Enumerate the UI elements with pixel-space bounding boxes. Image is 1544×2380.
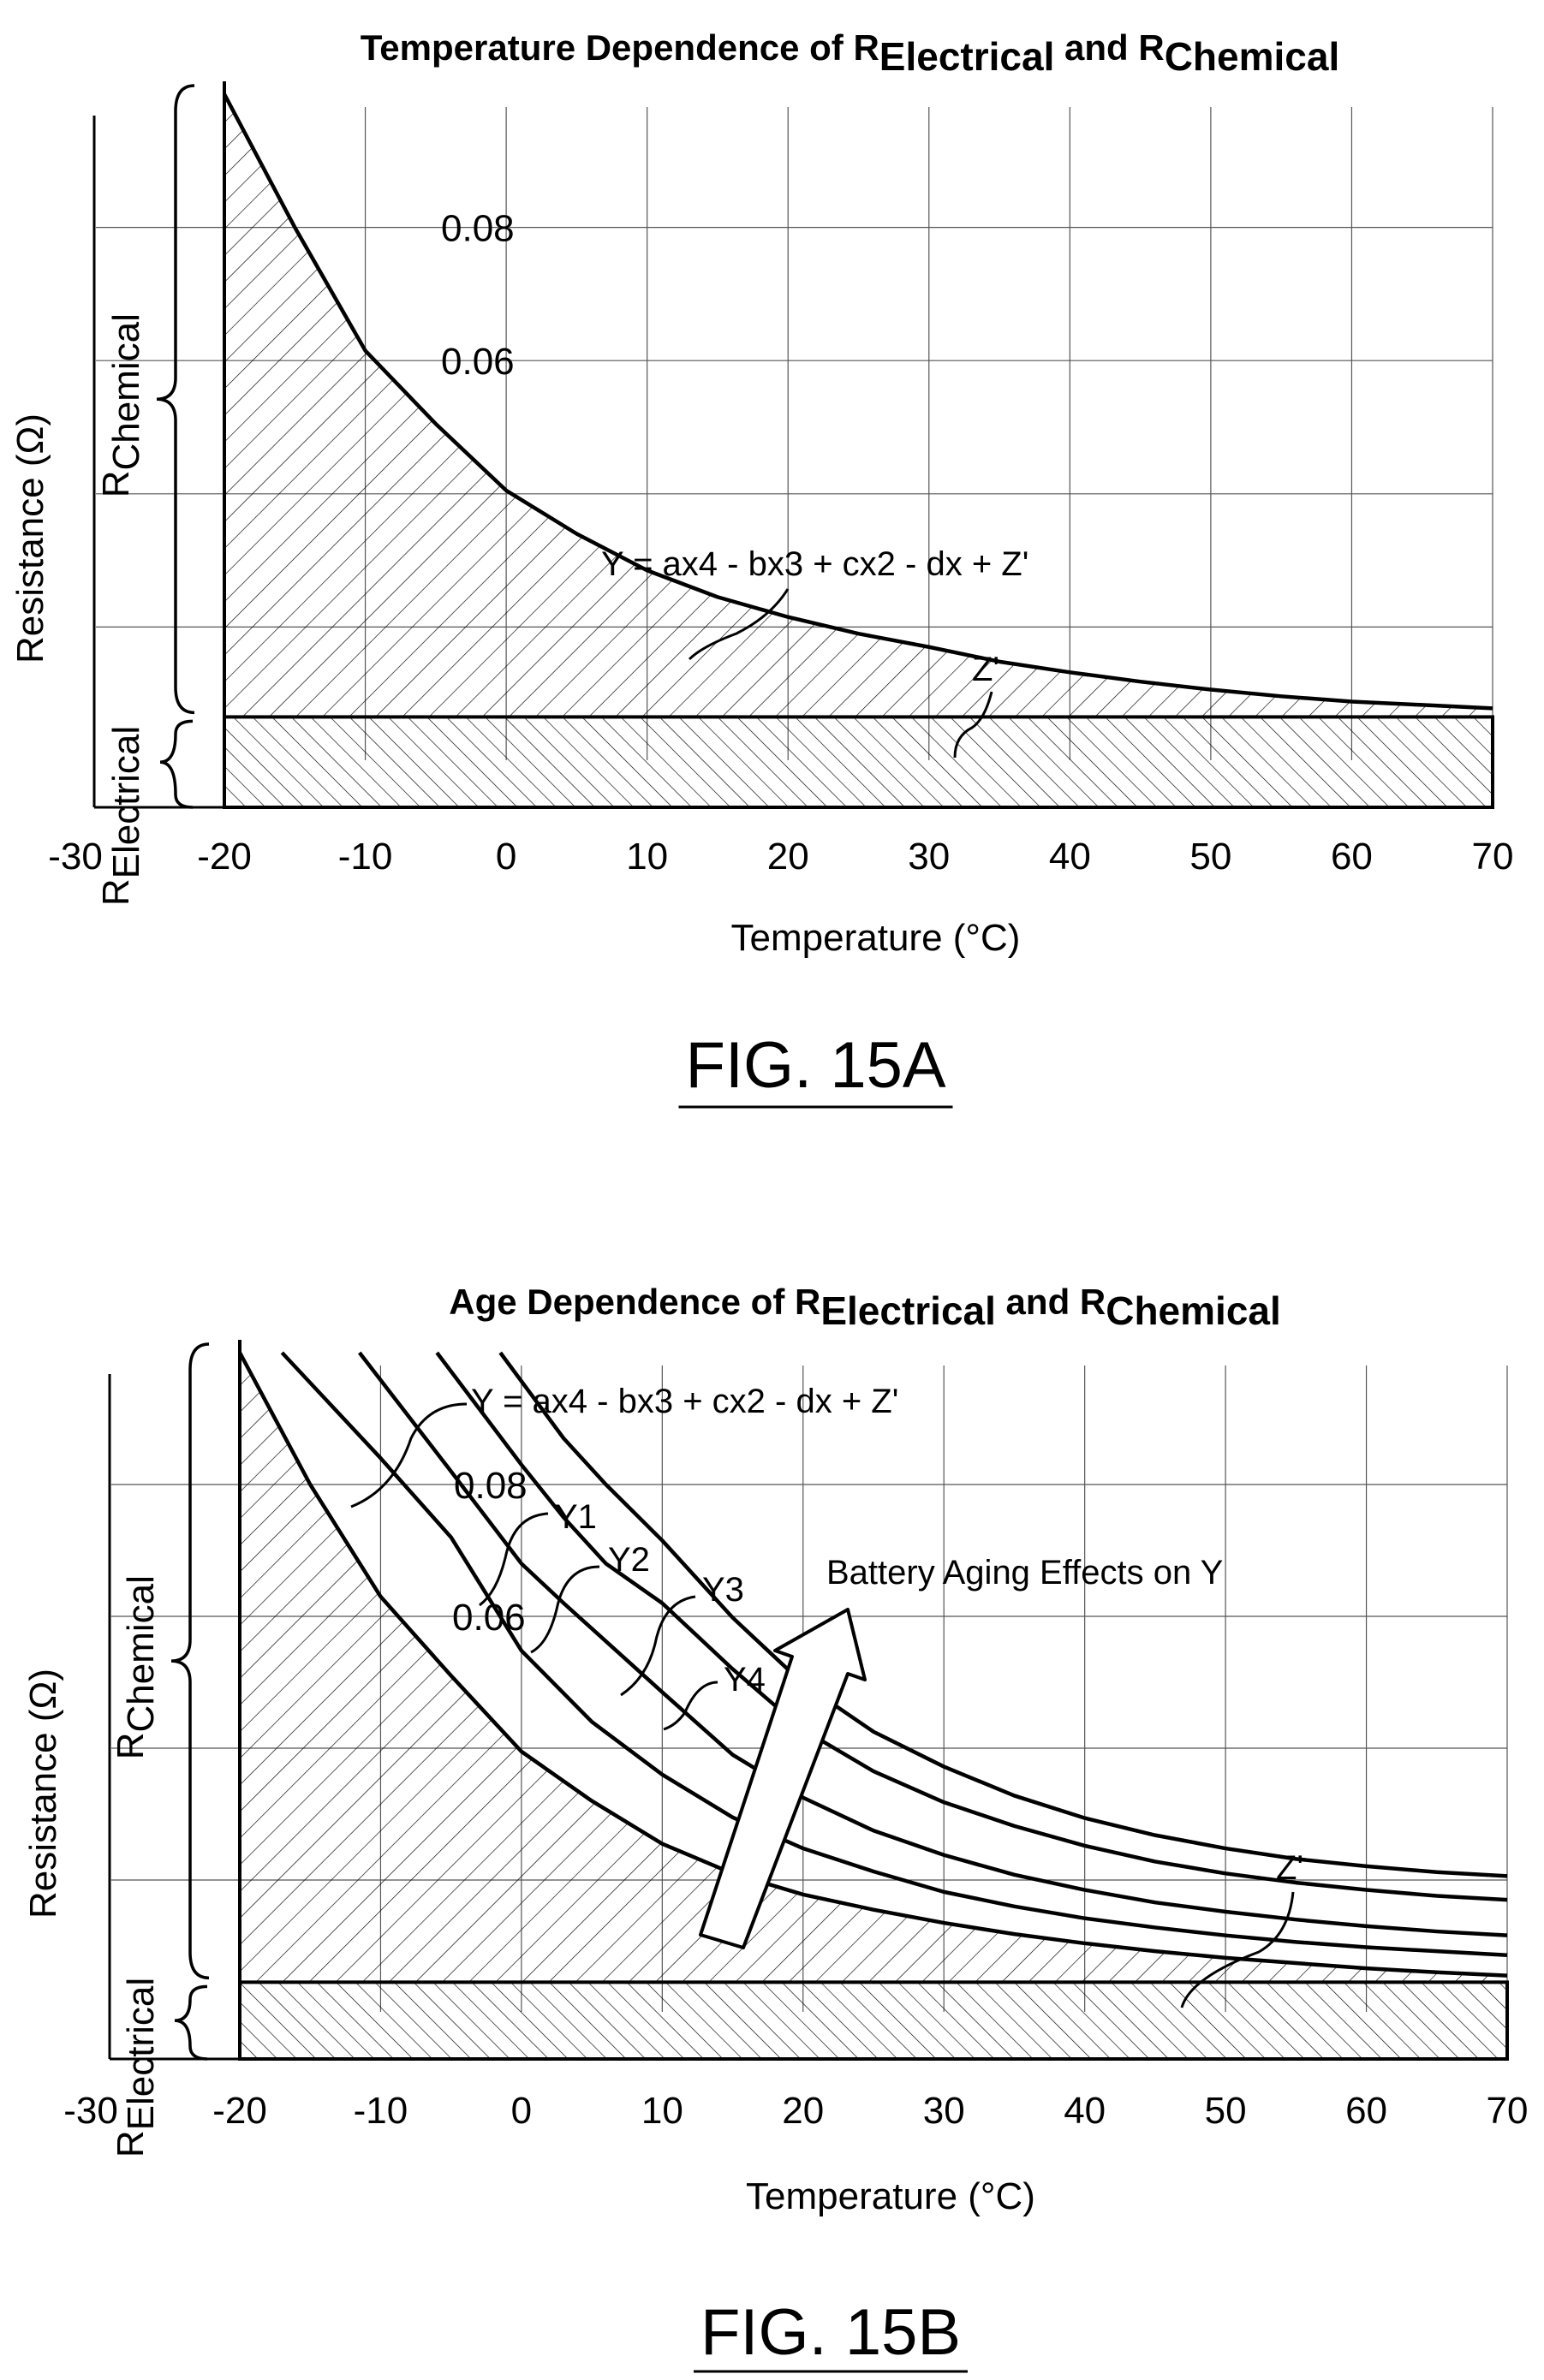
chart-title-part: Electrical — [879, 34, 1055, 79]
x-tick-label: -30 — [48, 836, 103, 878]
chart-panel-a: Temperature Dependence of RElectrical an… — [9, 27, 1514, 1109]
x-tick-label: 50 — [1189, 836, 1231, 878]
region-label-part: Electrical — [105, 726, 147, 879]
x-tick-label: 70 — [1472, 836, 1514, 878]
chemical-resistance-area — [240, 1353, 1507, 1983]
y4-leader-line — [663, 1681, 718, 1731]
y-axis-label: Resistance (Ω) — [9, 414, 51, 663]
x-tick-label: -10 — [338, 836, 393, 878]
x-tick-label: 40 — [1064, 2090, 1106, 2132]
chart-title-part: Chemical — [1165, 34, 1340, 79]
figure-label: FIG. 15B — [700, 2296, 961, 2369]
electrical-resistance-band — [238, 1980, 1509, 2062]
x-tick-label: 20 — [782, 2090, 824, 2132]
x-tick-label: -30 — [63, 2090, 118, 2132]
chemical-bracket — [170, 1342, 210, 1980]
equation-leader-line — [350, 1402, 468, 1508]
x-tick-label: 0 — [511, 2090, 532, 2132]
region-label-part: Chemical — [105, 313, 147, 470]
chart-panel-b: Age Dependence of RElectrical and RChemi… — [22, 1282, 1529, 2373]
x-tick-label: 20 — [767, 836, 809, 878]
chart-title-part: Chemical — [1106, 1288, 1281, 1333]
x-tick-label: 30 — [908, 836, 950, 878]
z-prime-label: Z' — [1276, 1849, 1303, 1887]
y1-leader-line — [479, 1512, 549, 1607]
aging-arrow-label: Battery Aging Effects on Y — [826, 1554, 1223, 1592]
x-tick-label: 50 — [1205, 2090, 1247, 2132]
y2-label: Y2 — [608, 1541, 650, 1579]
chart-title: Temperature Dependence of RElectrical an… — [361, 27, 1339, 79]
x-tick-label: 10 — [641, 2090, 683, 2132]
series-line-y4 — [498, 1351, 1508, 1878]
region-label-part: R — [95, 471, 137, 498]
region-label-part: Electrical — [120, 1978, 162, 2131]
electrical-bracket — [174, 1984, 208, 2061]
equation-label: Y = ax4 - bx3 + cx2 - dx + Z' — [601, 545, 1028, 583]
series-line-y — [223, 92, 1493, 711]
chart-title-part: Age Dependence of R — [449, 1282, 820, 1322]
z-prime-leader-line — [953, 691, 993, 759]
y-tick-label: 0.06 — [452, 1597, 526, 1639]
chemical-bracket — [156, 84, 195, 715]
x-tick-label: 60 — [1331, 836, 1373, 878]
series-line-y1 — [280, 1351, 1508, 1958]
region-label-part: Chemical — [120, 1575, 162, 1732]
y2-leader-line — [530, 1565, 600, 1654]
z-prime-label: Z' — [972, 651, 999, 688]
chart-title-part: and R — [1054, 27, 1164, 68]
chart-title: Age Dependence of RElectrical and RChemi… — [449, 1282, 1281, 1333]
x-tick-label: -10 — [354, 2090, 408, 2132]
x-tick-label: 0 — [496, 836, 516, 878]
y-tick-label: 0.08 — [454, 1465, 528, 1507]
x-axis-label: Temperature (°C) — [746, 2175, 1035, 2217]
electrical-region-label: RElectrical — [95, 726, 147, 906]
x-tick-label: 40 — [1049, 836, 1091, 878]
region-label-part: R — [110, 1732, 152, 1759]
z-prime-leader-line — [1180, 1891, 1295, 2008]
x-tick-label: 10 — [626, 836, 668, 878]
x-axis-label: Temperature (°C) — [731, 917, 1021, 959]
x-tick-label: 60 — [1345, 2090, 1387, 2132]
y-tick-label: 0.08 — [441, 208, 515, 250]
x-tick-label: 30 — [923, 2090, 965, 2132]
y3-leader-line — [620, 1595, 696, 1697]
chart-title-part: and R — [996, 1282, 1106, 1322]
electrical-resistance-band — [223, 715, 1494, 809]
figure-label: FIG. 15A — [685, 1029, 945, 1102]
electrical-bracket — [159, 719, 194, 809]
series-line-y — [238, 1351, 1508, 1978]
chart-title-part: Electrical — [820, 1288, 996, 1333]
x-tick-label: -20 — [197, 836, 252, 878]
equation-label: Y = ax4 - bx3 + cx2 - dx + Z' — [471, 1383, 898, 1420]
chemical-resistance-area — [224, 94, 1493, 717]
y3-label: Y3 — [702, 1571, 744, 1609]
electrical-region-label: RElectrical — [110, 1978, 162, 2157]
x-tick-label: 70 — [1487, 2090, 1529, 2132]
series-line-y2 — [357, 1351, 1508, 1937]
y-tick-label: 0.06 — [441, 341, 515, 383]
y-axis-label: Resistance (Ω) — [22, 1669, 64, 1919]
y1-label: Y1 — [555, 1498, 597, 1536]
aging-arrow — [699, 1608, 867, 1949]
y4-label: Y4 — [724, 1661, 766, 1699]
region-label-part: R — [95, 878, 137, 906]
x-tick-label: -20 — [212, 2090, 267, 2132]
chemical-region-label: RChemical — [95, 313, 147, 497]
equation-leader-line — [688, 588, 790, 661]
series-line-y3 — [435, 1351, 1508, 1902]
chart-title-part: Temperature Dependence of R — [361, 27, 879, 68]
region-label-part: R — [110, 2130, 152, 2157]
chemical-region-label: RChemical — [110, 1575, 162, 1759]
